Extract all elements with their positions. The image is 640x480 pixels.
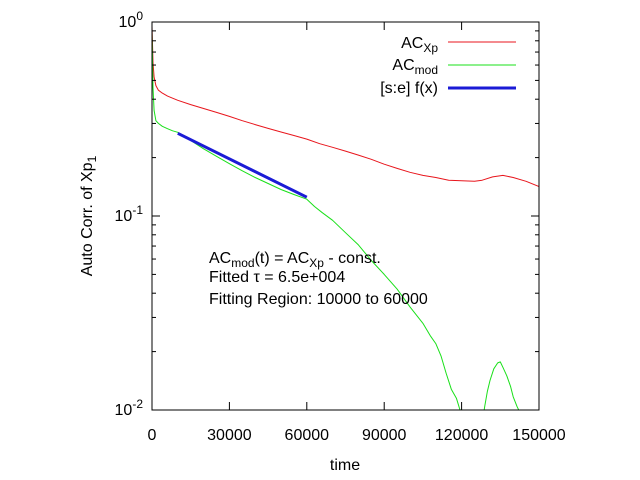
tick-layer: 0 30000 60000 90000 120000 150000 100 10-1 10-2	[115, 9, 566, 444]
series-layer	[152, 26, 539, 410]
y-axis-label: Auto Corr. of Xp1	[79, 155, 99, 276]
x-tick-label: 0	[148, 427, 157, 444]
annotation-fitted-tau: Fitted τ = 6.5e+004	[209, 269, 345, 286]
legend-label-acmod: ACmod	[392, 57, 438, 77]
x-tick-label: 60000	[285, 427, 330, 444]
series-line-2	[177, 131, 308, 199]
legend-label-acxp: ACXp	[401, 35, 438, 55]
y-tick-label: 10-2	[115, 397, 144, 419]
annotation-fitting-region: Fitting Region: 10000 to 60000	[209, 291, 428, 308]
x-axis-label: time	[330, 457, 360, 474]
x-tick-label: 30000	[207, 427, 252, 444]
annotation-formula: ACmod(t) = ACXp - const.	[209, 250, 381, 270]
legend: ACXp ACmod [s:e] f(x)	[380, 35, 516, 97]
series-line-0	[152, 26, 539, 187]
y-tick-label: 100	[119, 9, 144, 31]
legend-label-fit: [s:e] f(x)	[380, 80, 438, 97]
x-tick-label: 120000	[435, 427, 488, 444]
y-tick-label: 10-1	[115, 203, 144, 225]
annotation-block: ACmod(t) = ACXp - const. Fitted τ = 6.5e…	[209, 250, 428, 308]
x-tick-label: 150000	[512, 427, 565, 444]
x-tick-label: 90000	[362, 427, 407, 444]
